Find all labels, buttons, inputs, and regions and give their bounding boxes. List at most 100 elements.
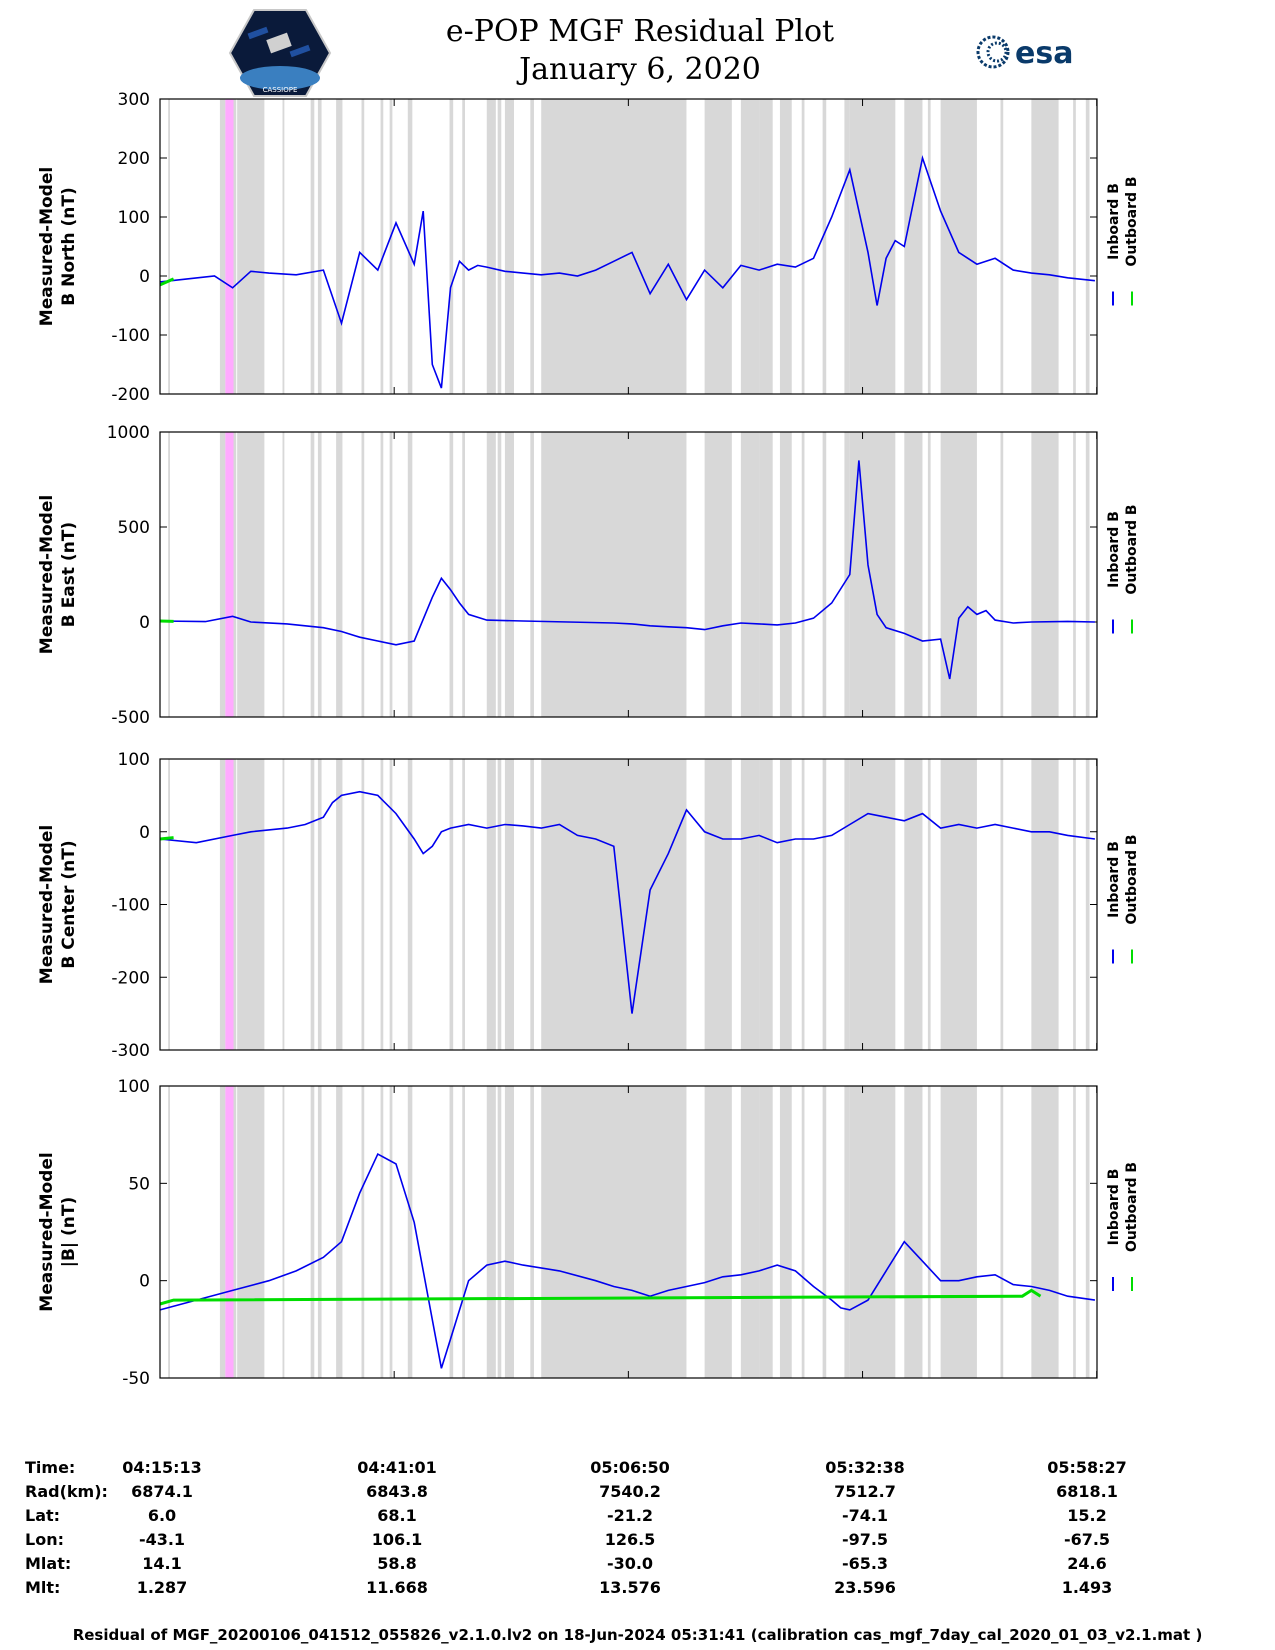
data-gap-band — [282, 432, 285, 717]
data-gap-band — [779, 432, 792, 717]
info-cell: 7512.7 — [834, 1482, 896, 1501]
y-tick-label: 0 — [139, 1272, 150, 1292]
data-gap-band — [541, 99, 687, 394]
data-gap-band — [1085, 99, 1090, 394]
data-gap-band — [389, 432, 393, 717]
y-tick-label: 0 — [139, 267, 150, 287]
data-gap-band — [462, 432, 465, 717]
data-gap-band — [317, 99, 322, 394]
y-axis-label: B Center (nT) — [59, 840, 79, 968]
data-gap-band — [1073, 432, 1076, 717]
info-cell: 15.2 — [1067, 1506, 1107, 1525]
data-gap-band — [530, 1086, 534, 1378]
data-gap-band — [1085, 1086, 1090, 1378]
data-gap-band — [740, 1086, 760, 1378]
data-gap-band — [361, 99, 365, 394]
legend-outboard-label: Outboard B — [1124, 834, 1140, 924]
data-gap-band — [927, 1086, 931, 1378]
info-row-label: Time: — [25, 1458, 76, 1477]
esa-logo: esa — [976, 35, 1073, 71]
info-cell: -65.3 — [841, 1554, 889, 1573]
data-gap-band — [449, 99, 454, 394]
data-gap-band — [380, 1086, 384, 1378]
legend-inboard-label: Inboard B — [1106, 183, 1122, 260]
info-cell: 6818.1 — [1056, 1482, 1118, 1501]
data-gap-band — [317, 1086, 322, 1378]
data-gap-band — [168, 432, 170, 717]
data-gap-band — [462, 1086, 465, 1378]
data-gap-band — [462, 99, 465, 394]
y-tick-label: 500 — [118, 518, 150, 538]
data-gap-band — [219, 432, 226, 717]
data-gap-band — [849, 759, 896, 1050]
data-gap-band — [541, 432, 687, 717]
data-gap-band — [282, 99, 285, 394]
info-cell: 7540.2 — [599, 1482, 661, 1501]
y-tick-label: 300 — [118, 90, 150, 110]
data-gap-band — [486, 759, 496, 1050]
info-cell: -74.1 — [841, 1506, 889, 1525]
data-gap-band — [449, 759, 454, 1050]
data-gap-band — [310, 99, 315, 394]
data-gap-band — [336, 432, 343, 717]
data-gap-band — [927, 432, 931, 717]
y-axis-label: B East (nT) — [59, 522, 79, 627]
data-gap-band — [704, 1086, 732, 1378]
y-tick-label: -200 — [111, 385, 150, 405]
data-gap-band — [361, 759, 365, 1050]
y-axis-label: Measured-Model — [37, 825, 57, 984]
data-gap-band — [740, 759, 760, 1050]
info-cell: 126.5 — [604, 1530, 656, 1549]
info-cell: 05:58:27 — [1047, 1458, 1127, 1477]
data-gap-band — [380, 432, 384, 717]
data-gap-band — [940, 99, 977, 394]
data-gap-band — [530, 99, 534, 394]
info-cell: 24.6 — [1067, 1554, 1107, 1573]
info-cell: 1.287 — [136, 1578, 188, 1597]
data-gap-band — [497, 1086, 502, 1378]
outboard-series-line — [159, 836, 174, 841]
data-gap-band — [219, 1086, 226, 1378]
outboard-series-line — [159, 1288, 1042, 1306]
plot-date: January 6, 2020 — [519, 52, 761, 87]
data-gap-band — [168, 99, 170, 394]
data-gap-band — [1073, 99, 1076, 394]
info-cell: 106.1 — [371, 1530, 423, 1549]
data-gap-band — [801, 99, 805, 394]
info-cell: 23.596 — [834, 1578, 896, 1597]
info-cell: 1.493 — [1061, 1578, 1113, 1597]
data-gap-band — [530, 432, 534, 717]
data-gap-band — [361, 1086, 365, 1378]
data-gap-band — [282, 759, 285, 1050]
data-gap-band — [940, 1086, 977, 1378]
data-gap-band — [849, 99, 896, 394]
highlight-band — [225, 759, 234, 1050]
data-gap-band — [449, 432, 454, 717]
info-cell: 68.1 — [377, 1506, 417, 1525]
data-gap-band — [704, 759, 732, 1050]
data-gap-band — [504, 99, 514, 394]
info-cell: 04:15:13 — [122, 1458, 202, 1477]
data-gap-band — [822, 1086, 827, 1378]
data-gap-band — [844, 99, 850, 394]
y-tick-label: 0 — [139, 613, 150, 633]
logo-right-text: esa — [1015, 36, 1073, 71]
data-gap-band — [779, 99, 792, 394]
data-gap-band — [849, 432, 896, 717]
inboard-series-line — [159, 1152, 1096, 1369]
data-gap-band — [504, 759, 514, 1050]
data-gap-band — [449, 1086, 454, 1378]
data-gap-band — [1000, 1086, 1004, 1378]
info-row-label: Mlat: — [25, 1554, 72, 1573]
data-gap-band — [462, 759, 465, 1050]
orbit-info-table: Time: Rad(km): Lat: Lon: Mlat: Mlt: 04:15:13 68… — [0, 1458, 1275, 1620]
data-gap-band — [168, 1086, 170, 1378]
info-cell: -97.5 — [841, 1530, 889, 1549]
data-gap-band — [759, 99, 773, 394]
data-gap-band — [336, 1086, 343, 1378]
data-gap-band — [237, 759, 265, 1050]
data-gap-band — [336, 759, 343, 1050]
info-cell: -30.0 — [606, 1554, 654, 1573]
data-gap-band — [904, 432, 923, 717]
